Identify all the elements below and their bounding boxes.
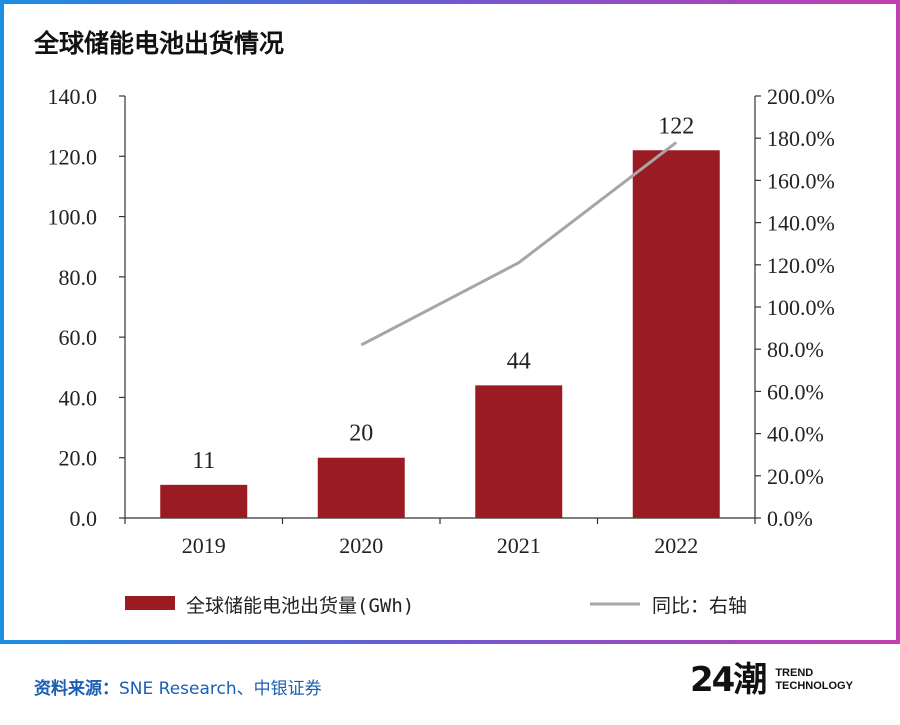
source-text: SNE Research、中银证券 (119, 679, 322, 699)
y-right-tick-label: 140.0% (767, 211, 835, 236)
bar-2020 (317, 457, 405, 518)
bar-value-label: 122 (658, 113, 694, 139)
brand-mark: 24潮 (690, 660, 767, 700)
y-left-tick-label: 140.0 (48, 84, 98, 109)
y-left-tick-label: 80.0 (59, 265, 98, 290)
y-right-tick-label: 0.0% (767, 506, 813, 531)
bar-2021 (475, 385, 563, 518)
x-tick-label: 2019 (182, 533, 226, 558)
legend-bar-label: 全球储能电池出货量(GWh) (186, 595, 414, 617)
y-right-tick-label: 120.0% (767, 253, 835, 278)
brand-logo: 24潮 TREND TECHNOLOGY (690, 660, 853, 700)
bar-2019 (160, 484, 248, 518)
bar-2022 (632, 150, 720, 518)
legend-bar-swatch (125, 596, 175, 610)
brand-text: TREND TECHNOLOGY (775, 667, 853, 693)
bar-value-label: 20 (349, 421, 373, 447)
y-right-tick-label: 80.0% (767, 337, 824, 362)
brand-line-2: TECHNOLOGY (775, 680, 853, 692)
y-right-tick-label: 20.0% (767, 464, 824, 489)
y-right-tick-label: 60.0% (767, 379, 824, 404)
x-tick-label: 2021 (497, 533, 541, 558)
chart-svg: 0.0 20.0 40.0 60.0 80.0 100.0 120.0 140.0 0.0% 20… (48, 84, 835, 617)
y-left-tick-label: 100.0 (48, 205, 98, 230)
x-tick-label: 2022 (654, 533, 698, 558)
legend-line-label: 同比：右轴 (652, 595, 747, 617)
y-right-tick-label: 100.0% (767, 295, 835, 320)
y-left-tick-label: 120.0 (48, 144, 98, 169)
source-note: 资料来源：SNE Research、中银证券 (34, 674, 322, 699)
bar-value-label: 11 (192, 448, 215, 474)
y-left-tick-label: 60.0 (59, 325, 98, 350)
y-right-tick-label: 40.0% (767, 422, 824, 447)
chart-frame: 全球储能电池出货情况 (0, 0, 900, 644)
x-tick-label: 2020 (339, 533, 383, 558)
brand-line-1: TREND (775, 667, 814, 679)
y-right-tick-label: 200.0% (767, 84, 835, 109)
chart-panel: 全球储能电池出货情况 (4, 4, 896, 640)
y-left-tick-label: 0.0 (70, 506, 98, 531)
y-right-tick-label: 180.0% (767, 126, 835, 151)
y-right-tick-label: 160.0% (767, 168, 835, 193)
chart-title: 全球储能电池出货情况 (34, 29, 285, 58)
y-left-tick-label: 40.0 (59, 385, 98, 410)
y-left-tick-label: 20.0 (59, 446, 98, 471)
bar-value-label: 44 (507, 348, 531, 374)
source-label: 资料来源： (34, 679, 119, 699)
yoy-line (360, 141, 678, 347)
